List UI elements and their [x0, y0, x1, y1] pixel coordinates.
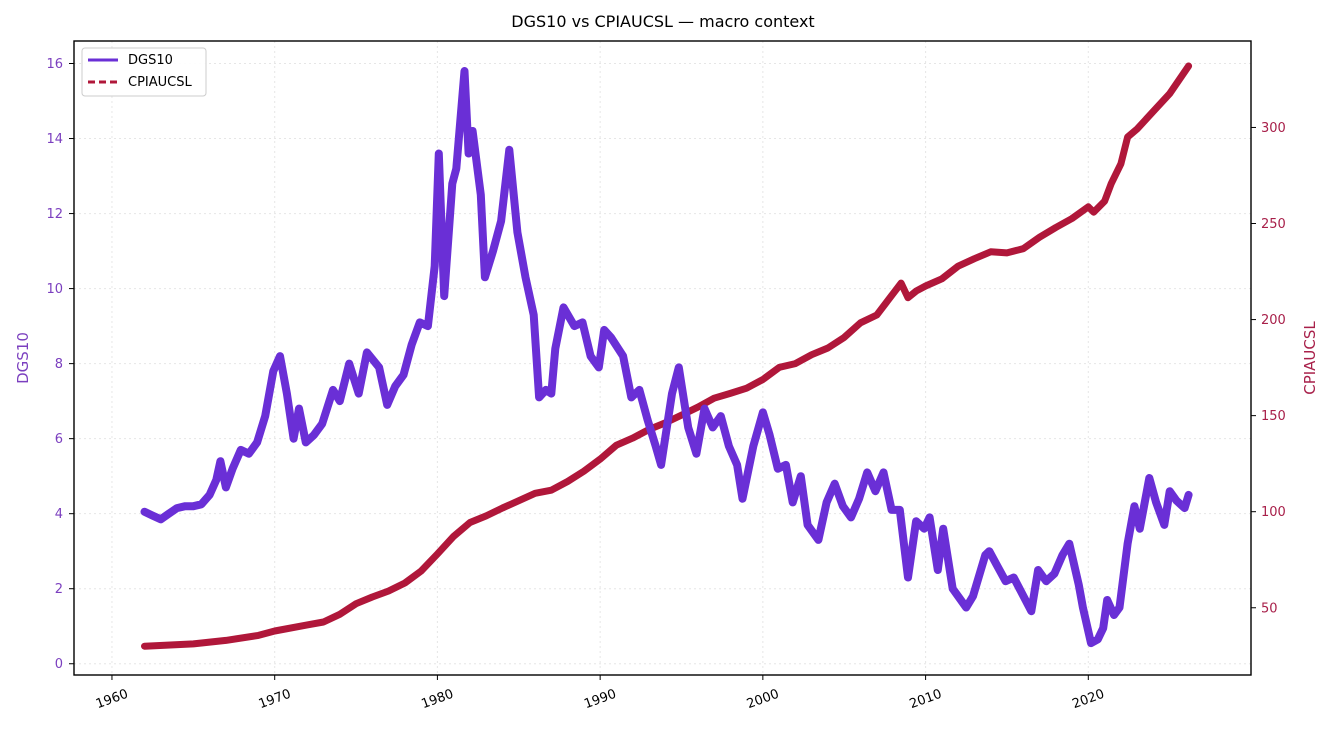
y-left-tick-label: 4	[55, 507, 63, 522]
y-right-tick-label: 50	[1261, 601, 1278, 616]
series-line-dgs10	[140, 67, 1193, 648]
plot-frame	[73, 40, 1252, 676]
y-left-tick-label: 12	[46, 207, 63, 222]
y-left-tick-label: 14	[46, 132, 63, 147]
series-layer	[140, 62, 1193, 650]
y-axis-left-title: DGS10	[14, 332, 32, 384]
grid	[74, 41, 1251, 675]
y-left-tick-label: 8	[55, 357, 63, 372]
y-left-tick-label: 0	[55, 657, 63, 672]
y-right-tick-label: 250	[1261, 217, 1286, 232]
chart-title: DGS10 vs CPIAUCSL — macro context	[511, 12, 814, 31]
y-axis-right: 50 100 150 200 250 300	[1251, 121, 1286, 616]
y-left-tick-label: 6	[55, 432, 63, 447]
y-right-tick-label: 150	[1261, 409, 1286, 424]
legend-label-dgs10: DGS10	[128, 53, 173, 68]
y-left-tick-label: 16	[46, 57, 63, 72]
legend-label-cpiaucsl: CPIAUCSL	[128, 75, 192, 90]
y-right-tick-label: 300	[1261, 121, 1286, 136]
y-right-tick-label: 100	[1261, 505, 1286, 520]
y-left-tick-label: 10	[46, 282, 63, 297]
series-line-cpiaucsl	[141, 62, 1193, 650]
y-axis-right-title: CPIAUCSL	[1301, 321, 1319, 395]
y-left-tick-label: 2	[55, 582, 63, 597]
y-right-tick-label: 200	[1261, 313, 1286, 328]
y-axis-left: 0 2 4 6 8 10 12 14 16	[46, 57, 74, 672]
legend: DGS10 CPIAUCSL	[81, 47, 207, 97]
